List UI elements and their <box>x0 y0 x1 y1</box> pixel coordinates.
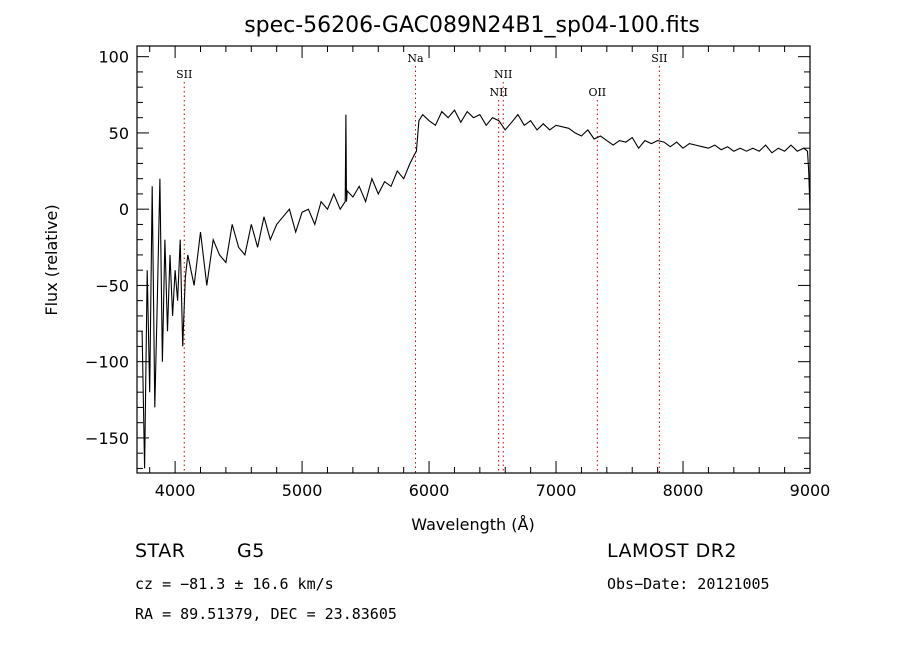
y-axis-label: Flux (relative) <box>42 204 61 315</box>
object-subclass: G5 <box>237 540 265 562</box>
y-tick-label: −50 <box>95 276 129 295</box>
x-tick-label: 8000 <box>663 481 704 500</box>
spectral-line-label: NII <box>494 68 512 81</box>
spectral-line-label: NII <box>489 86 507 99</box>
redshift-text: cz = −81.3 ± 16.6 km/s <box>135 575 334 593</box>
y-tick-label: −100 <box>85 353 129 372</box>
spectral-line-label: SII <box>176 68 192 81</box>
spectral-line-label: SII <box>651 52 667 65</box>
x-tick-label: 6000 <box>409 481 450 500</box>
x-tick-label: 4000 <box>155 481 196 500</box>
x-axis: 4000 5000 6000 7000 8000 9000 <box>149 46 831 500</box>
plot-frame <box>136 45 811 474</box>
y-tick-label: 0 <box>119 200 129 219</box>
y-tick-label: 50 <box>109 124 129 143</box>
y-tick-label: 100 <box>98 48 129 67</box>
chart-title: spec-56206-GAC089N24B1_sp04-100.fits <box>244 13 700 38</box>
y-axis: −150 −100 −50 0 50 100 <box>85 48 810 469</box>
y-tick-label: −150 <box>85 429 129 448</box>
survey-label: LAMOST DR2 <box>607 540 737 562</box>
object-class: STAR <box>135 540 186 562</box>
obs-date-text: Obs−Date: 20121005 <box>607 575 770 593</box>
coordinates-text: RA = 89.51379, DEC = 23.83605 <box>135 605 397 623</box>
x-axis-label: Wavelength (Å) <box>411 515 534 534</box>
spectrum-line <box>141 109 811 469</box>
x-tick-label: 5000 <box>282 481 323 500</box>
x-tick-label: 7000 <box>536 481 577 500</box>
x-tick-label: 9000 <box>790 481 831 500</box>
spectral-line-label: Na <box>407 52 424 65</box>
spectral-line-label: OII <box>588 86 606 99</box>
spectral-line-markers: SII Na NII NII OII SII <box>176 52 668 473</box>
